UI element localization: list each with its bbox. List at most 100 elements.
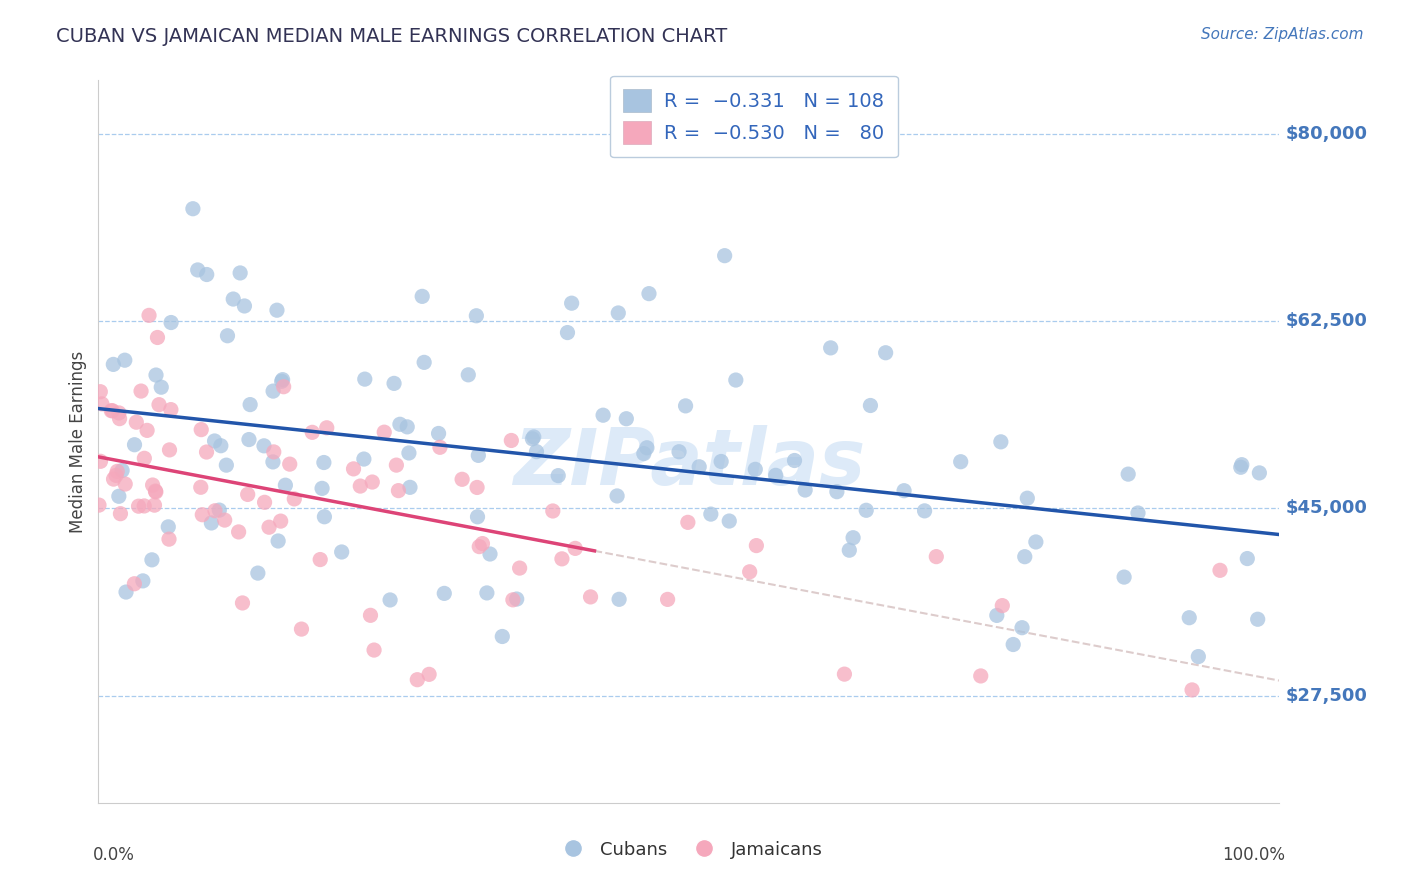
Point [108,411,131,425]
Point [457,368,479,382]
Point [855,503,877,517]
Point [148,398,170,412]
Point [491,630,513,644]
Point [238,433,260,447]
Point [103,472,125,486]
Point [468,540,491,554]
Point [128,499,150,513]
Point [315,421,337,435]
Point [105,464,128,478]
Point [273,380,295,394]
Point [103,358,125,372]
Point [105,468,128,483]
Point [215,458,238,472]
Point [467,449,489,463]
Point [745,539,768,553]
Point [342,462,364,476]
Point [688,459,710,474]
Point [668,444,690,458]
Point [134,451,156,466]
Text: $45,000: $45,000 [1285,500,1367,517]
Point [129,384,152,398]
Point [607,592,630,607]
Point [990,434,1012,449]
Point [501,434,523,448]
Point [353,452,375,467]
Point [114,477,136,491]
Point [125,415,148,429]
Point [522,432,544,446]
Point [638,286,661,301]
Point [359,608,381,623]
Point [794,483,817,497]
Point [1187,649,1209,664]
Point [270,514,292,528]
Point [89,384,111,399]
Point [1025,535,1047,549]
Point [385,458,408,472]
Point [509,561,531,575]
Point [579,590,602,604]
Point [606,489,628,503]
Point [146,330,169,344]
Point [893,483,915,498]
Point [636,441,658,455]
Point [427,426,450,441]
Point [1002,638,1025,652]
Point [228,524,250,539]
Point [986,608,1008,623]
Point [266,303,288,318]
Point [239,398,262,412]
Point [1230,458,1253,472]
Point [561,296,583,310]
Point [283,491,305,506]
Point [115,585,138,599]
Point [406,673,429,687]
Point [398,446,420,460]
Point [411,289,433,303]
Point [253,495,276,509]
Point [263,445,285,459]
Point [159,442,181,457]
Text: $62,500: $62,500 [1285,312,1367,330]
Point [1011,621,1033,635]
Point [547,468,569,483]
Point [222,292,245,306]
Text: ZIPatlas: ZIPatlas [513,425,865,501]
Point [209,439,232,453]
Point [141,553,163,567]
Point [278,457,301,471]
Point [724,373,747,387]
Point [190,480,212,494]
Point [1014,549,1036,564]
Point [90,397,112,411]
Point [257,520,280,534]
Point [290,622,312,636]
Point [765,468,787,483]
Point [111,463,134,477]
Point [970,669,993,683]
Point [301,425,323,440]
Point [145,484,167,499]
Point [700,507,723,521]
Point [1116,467,1139,482]
Point [675,399,697,413]
Point [433,586,456,600]
Point [557,326,579,340]
Point [157,520,180,534]
Point [108,489,131,503]
Point [713,249,735,263]
Point [551,552,574,566]
Point [465,309,488,323]
Point [142,478,165,492]
Point [143,498,166,512]
Point [217,328,239,343]
Point [467,509,489,524]
Point [1178,611,1201,625]
Point [523,430,546,444]
Point [236,487,259,501]
Point [349,479,371,493]
Point [834,667,856,681]
Point [101,403,124,417]
Point [657,592,679,607]
